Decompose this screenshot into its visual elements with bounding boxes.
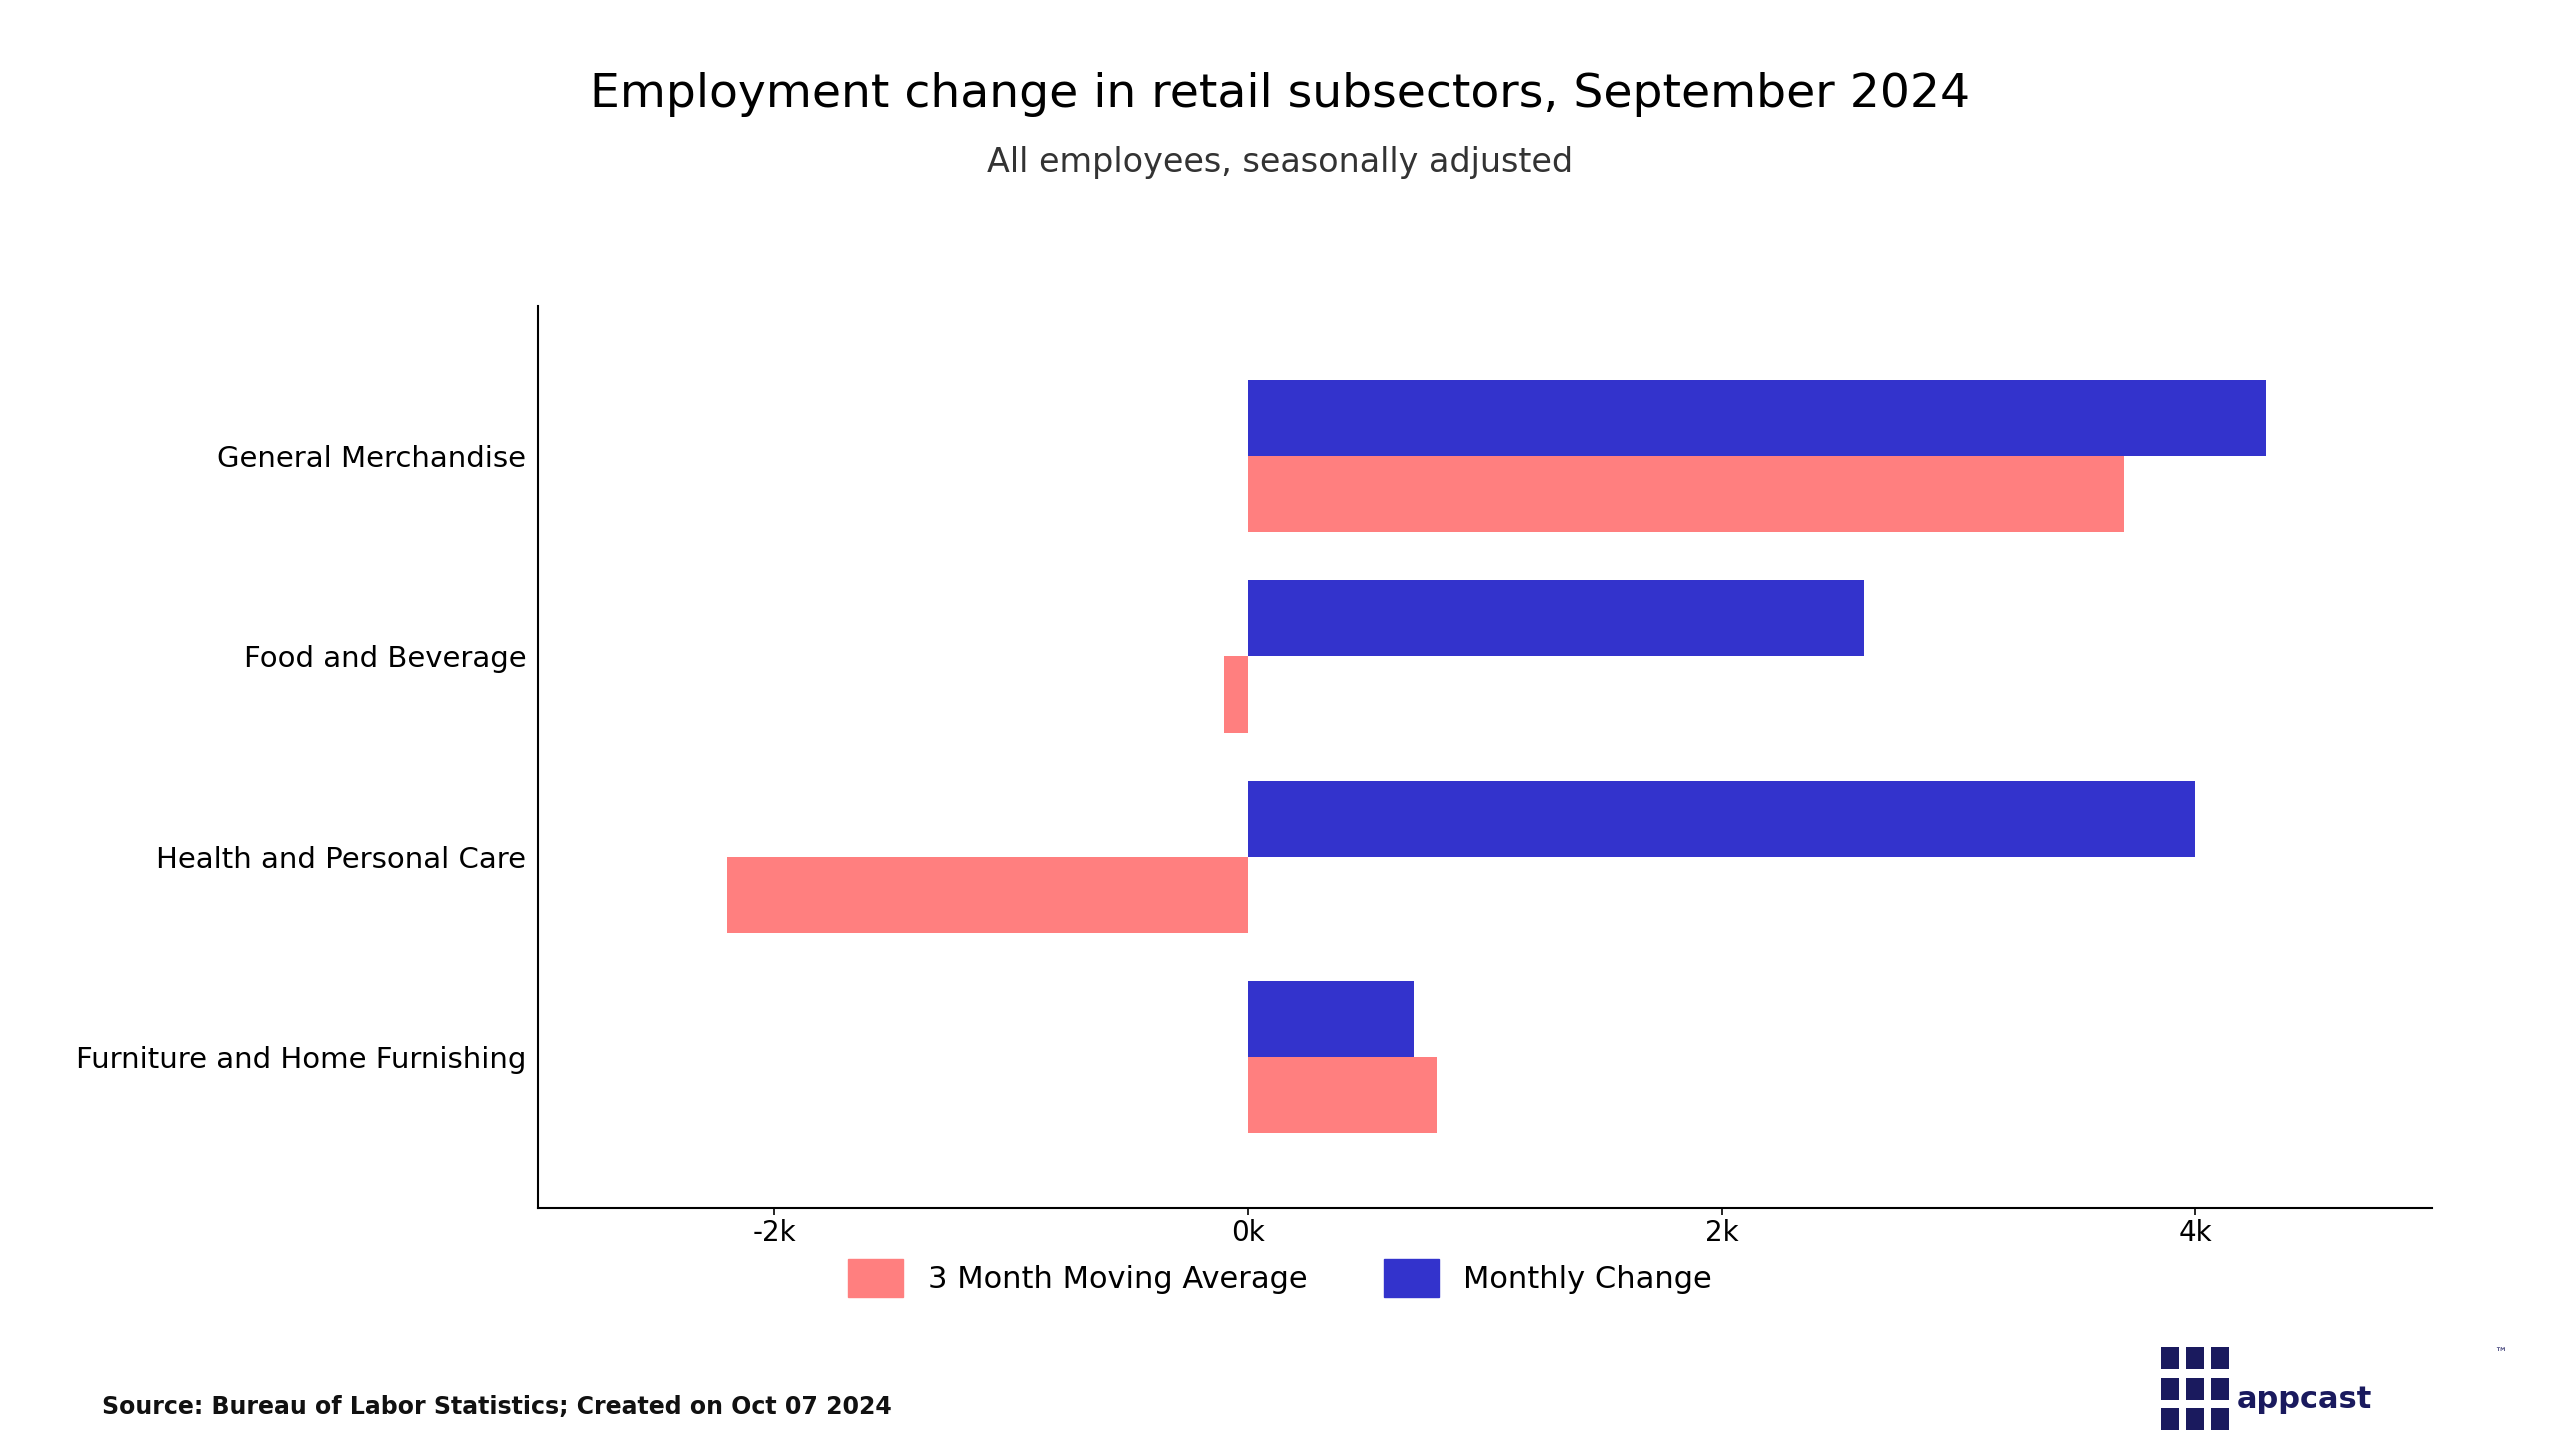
Bar: [1249, 781, 2194, 857]
FancyBboxPatch shape: [2186, 1378, 2204, 1400]
Bar: [1249, 981, 1413, 1058]
Bar: [1249, 380, 2266, 455]
Bar: [1249, 581, 1864, 656]
FancyBboxPatch shape: [2186, 1347, 2204, 1369]
FancyBboxPatch shape: [2186, 1408, 2204, 1430]
Text: Employment change in retail subsectors, September 2024: Employment change in retail subsectors, …: [589, 73, 1971, 116]
FancyBboxPatch shape: [2212, 1408, 2230, 1430]
Text: Source: Bureau of Labor Statistics; Created on Oct 07 2024: Source: Bureau of Labor Statistics; Crea…: [102, 1395, 891, 1419]
Bar: [1249, 1058, 1439, 1133]
FancyBboxPatch shape: [2161, 1408, 2179, 1430]
FancyBboxPatch shape: [2161, 1347, 2179, 1369]
Text: All employees, seasonally adjusted: All employees, seasonally adjusted: [988, 147, 1572, 179]
Text: ™: ™: [2493, 1347, 2506, 1360]
Bar: [727, 857, 1249, 933]
FancyBboxPatch shape: [2161, 1378, 2179, 1400]
FancyBboxPatch shape: [2212, 1347, 2230, 1369]
Bar: [1249, 455, 2125, 533]
Bar: [1224, 656, 1249, 732]
FancyBboxPatch shape: [2212, 1378, 2230, 1400]
Text: appcast: appcast: [2237, 1385, 2371, 1414]
Legend: 3 Month Moving Average, Monthly Change: 3 Month Moving Average, Monthly Change: [837, 1247, 1723, 1308]
